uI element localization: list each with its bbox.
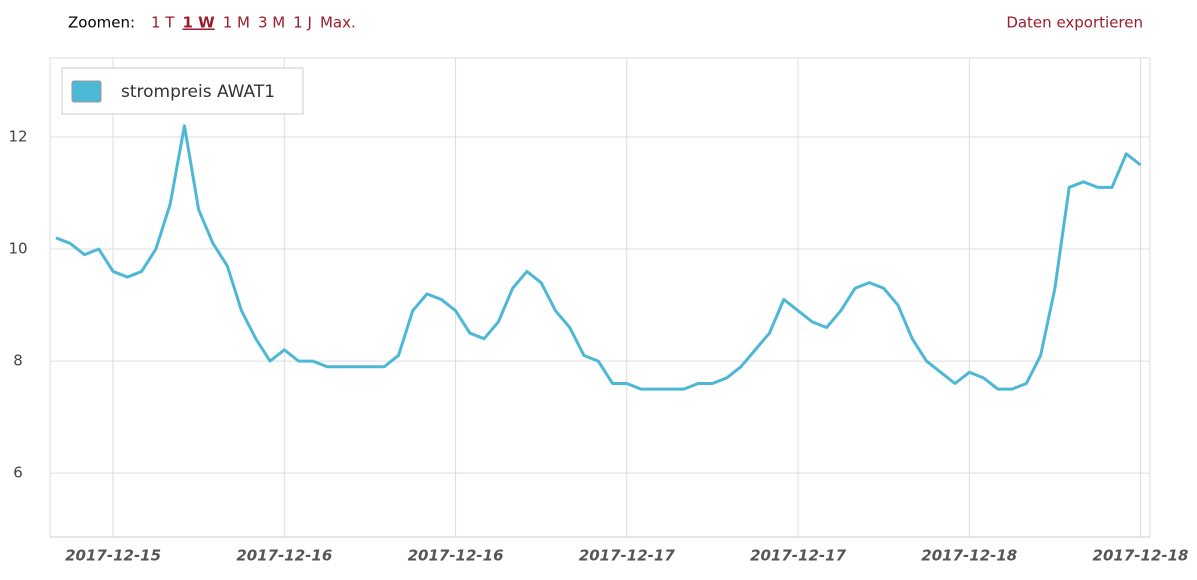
zoom-option[interactable]: 3 M: [258, 14, 285, 32]
zoom-label: Zoomen:: [68, 14, 135, 32]
zoom-option[interactable]: 1 T: [151, 14, 175, 32]
x-tick-label: 2017-12-17: [750, 547, 847, 565]
x-tick-label: 2017-12-17: [579, 547, 676, 565]
x-tick-label: 2017-12-15: [65, 547, 161, 565]
export-link[interactable]: Daten exportieren: [1006, 14, 1143, 32]
y-tick-label: 10: [8, 240, 27, 258]
plot-frame: [49, 57, 1151, 538]
zoom-option[interactable]: 1 W: [182, 14, 215, 32]
x-tick-label: 2017-12-18: [1093, 547, 1189, 565]
legend-swatch: [71, 80, 102, 103]
legend-label: strompreis AWAT1: [121, 82, 275, 102]
zoom-option[interactable]: 1 M: [223, 14, 250, 32]
x-tick-label: 2017-12-16: [236, 547, 332, 565]
x-tick-label: 2017-12-16: [408, 547, 504, 565]
series-line: [55, 124, 1142, 391]
y-tick-label: 6: [13, 464, 23, 482]
y-tick-label: 12: [8, 127, 27, 145]
zoom-option[interactable]: 1 J: [293, 14, 312, 32]
legend-box: [61, 67, 304, 115]
zoom-option[interactable]: Max.: [320, 14, 356, 32]
y-tick-label: 8: [13, 352, 23, 370]
x-tick-label: 2017-12-18: [921, 547, 1017, 565]
